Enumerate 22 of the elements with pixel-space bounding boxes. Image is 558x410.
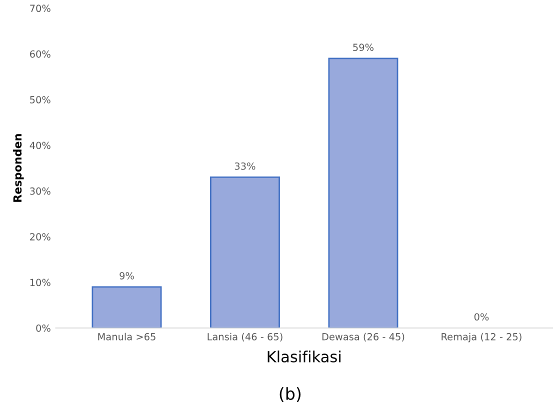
x-axis-title: Klasifikasi <box>268 350 340 362</box>
y-tick-label: 50% <box>30 96 50 104</box>
x-tick-label: Dewasa (26 - 45) <box>322 332 404 342</box>
data-label: 0% <box>474 313 489 321</box>
y-tick-label: 70% <box>30 4 50 12</box>
y-tick-label: 30% <box>30 187 50 195</box>
bar <box>328 58 398 328</box>
x-tick-label: Manula >65 <box>98 332 156 340</box>
bar <box>210 176 280 328</box>
data-label: 33% <box>234 162 256 170</box>
x-tick-label: Remaja (12 - 25) <box>442 332 522 342</box>
y-tick-label: 10% <box>30 278 50 286</box>
y-tick-label: 0% <box>36 324 50 332</box>
bar <box>92 286 162 328</box>
x-tick-label: Lansia (46 - 65) <box>208 332 282 342</box>
data-label: 59% <box>353 44 374 52</box>
y-axis-title: Responden <box>13 134 24 202</box>
y-tick-label: 60% <box>30 50 50 58</box>
text: (b) <box>280 387 301 402</box>
y-tick-label: 20% <box>30 233 50 240</box>
data-label: 9% <box>120 272 134 280</box>
y-tick-label: 40% <box>30 142 50 150</box>
